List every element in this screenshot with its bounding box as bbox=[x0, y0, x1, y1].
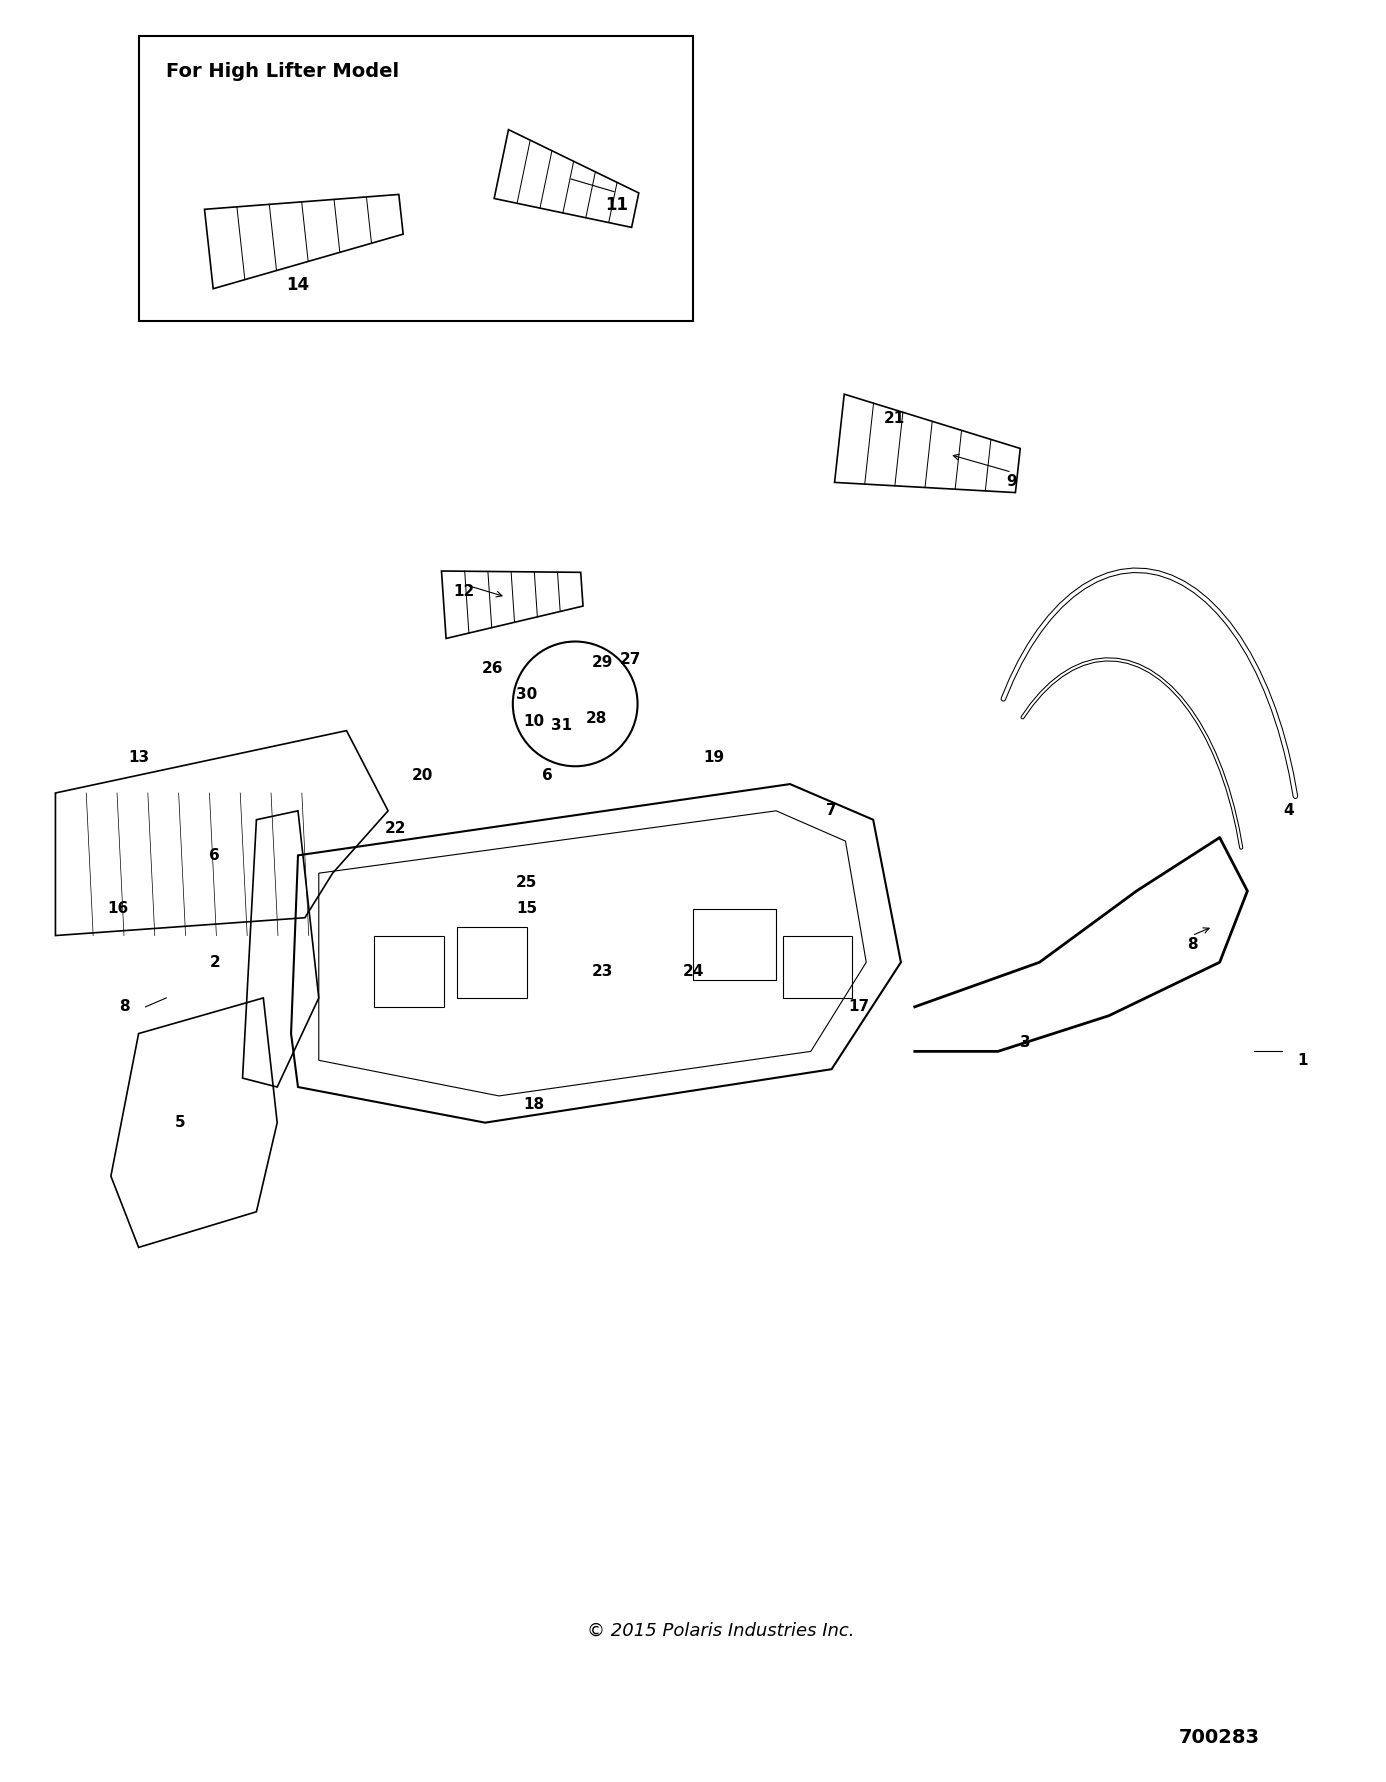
Text: 8: 8 bbox=[1186, 937, 1198, 952]
Text: 8: 8 bbox=[119, 1000, 130, 1014]
Text: 1: 1 bbox=[1297, 1053, 1308, 1067]
Text: 6: 6 bbox=[209, 848, 220, 862]
Text: 18: 18 bbox=[523, 1098, 545, 1112]
Text: 31: 31 bbox=[550, 718, 572, 732]
Text: 4: 4 bbox=[1283, 804, 1295, 818]
Text: 17: 17 bbox=[848, 1000, 870, 1014]
FancyBboxPatch shape bbox=[139, 36, 693, 321]
Text: 27: 27 bbox=[620, 652, 642, 666]
Text: 20: 20 bbox=[412, 768, 434, 782]
Text: 28: 28 bbox=[585, 711, 607, 725]
Text: 5: 5 bbox=[175, 1116, 186, 1130]
Text: 26: 26 bbox=[481, 661, 503, 675]
Text: 29: 29 bbox=[592, 656, 614, 670]
Text: 25: 25 bbox=[516, 875, 538, 889]
Text: 19: 19 bbox=[703, 750, 725, 764]
Text: 9: 9 bbox=[1006, 474, 1017, 488]
Text: 12: 12 bbox=[453, 584, 475, 599]
Text: For High Lifter Model: For High Lifter Model bbox=[166, 62, 399, 82]
Text: 11: 11 bbox=[606, 196, 628, 214]
Text: 24: 24 bbox=[682, 964, 704, 978]
Text: 7: 7 bbox=[826, 804, 837, 818]
Bar bbox=[693, 909, 776, 980]
Text: 13: 13 bbox=[128, 750, 150, 764]
Text: 10: 10 bbox=[523, 715, 545, 729]
Text: 15: 15 bbox=[516, 902, 538, 916]
Text: 21: 21 bbox=[883, 412, 905, 426]
Text: 23: 23 bbox=[592, 964, 614, 978]
Text: 16: 16 bbox=[107, 902, 129, 916]
Text: 22: 22 bbox=[384, 822, 406, 836]
Text: 700283: 700283 bbox=[1179, 1729, 1260, 1746]
Bar bbox=[457, 927, 527, 998]
Text: 14: 14 bbox=[287, 276, 309, 294]
Text: 3: 3 bbox=[1020, 1035, 1031, 1050]
Text: © 2015 Polaris Industries Inc.: © 2015 Polaris Industries Inc. bbox=[586, 1622, 855, 1639]
Bar bbox=[783, 936, 852, 998]
Bar bbox=[374, 936, 444, 1007]
Text: 30: 30 bbox=[516, 688, 538, 702]
Text: 6: 6 bbox=[542, 768, 553, 782]
Text: 2: 2 bbox=[209, 955, 220, 969]
